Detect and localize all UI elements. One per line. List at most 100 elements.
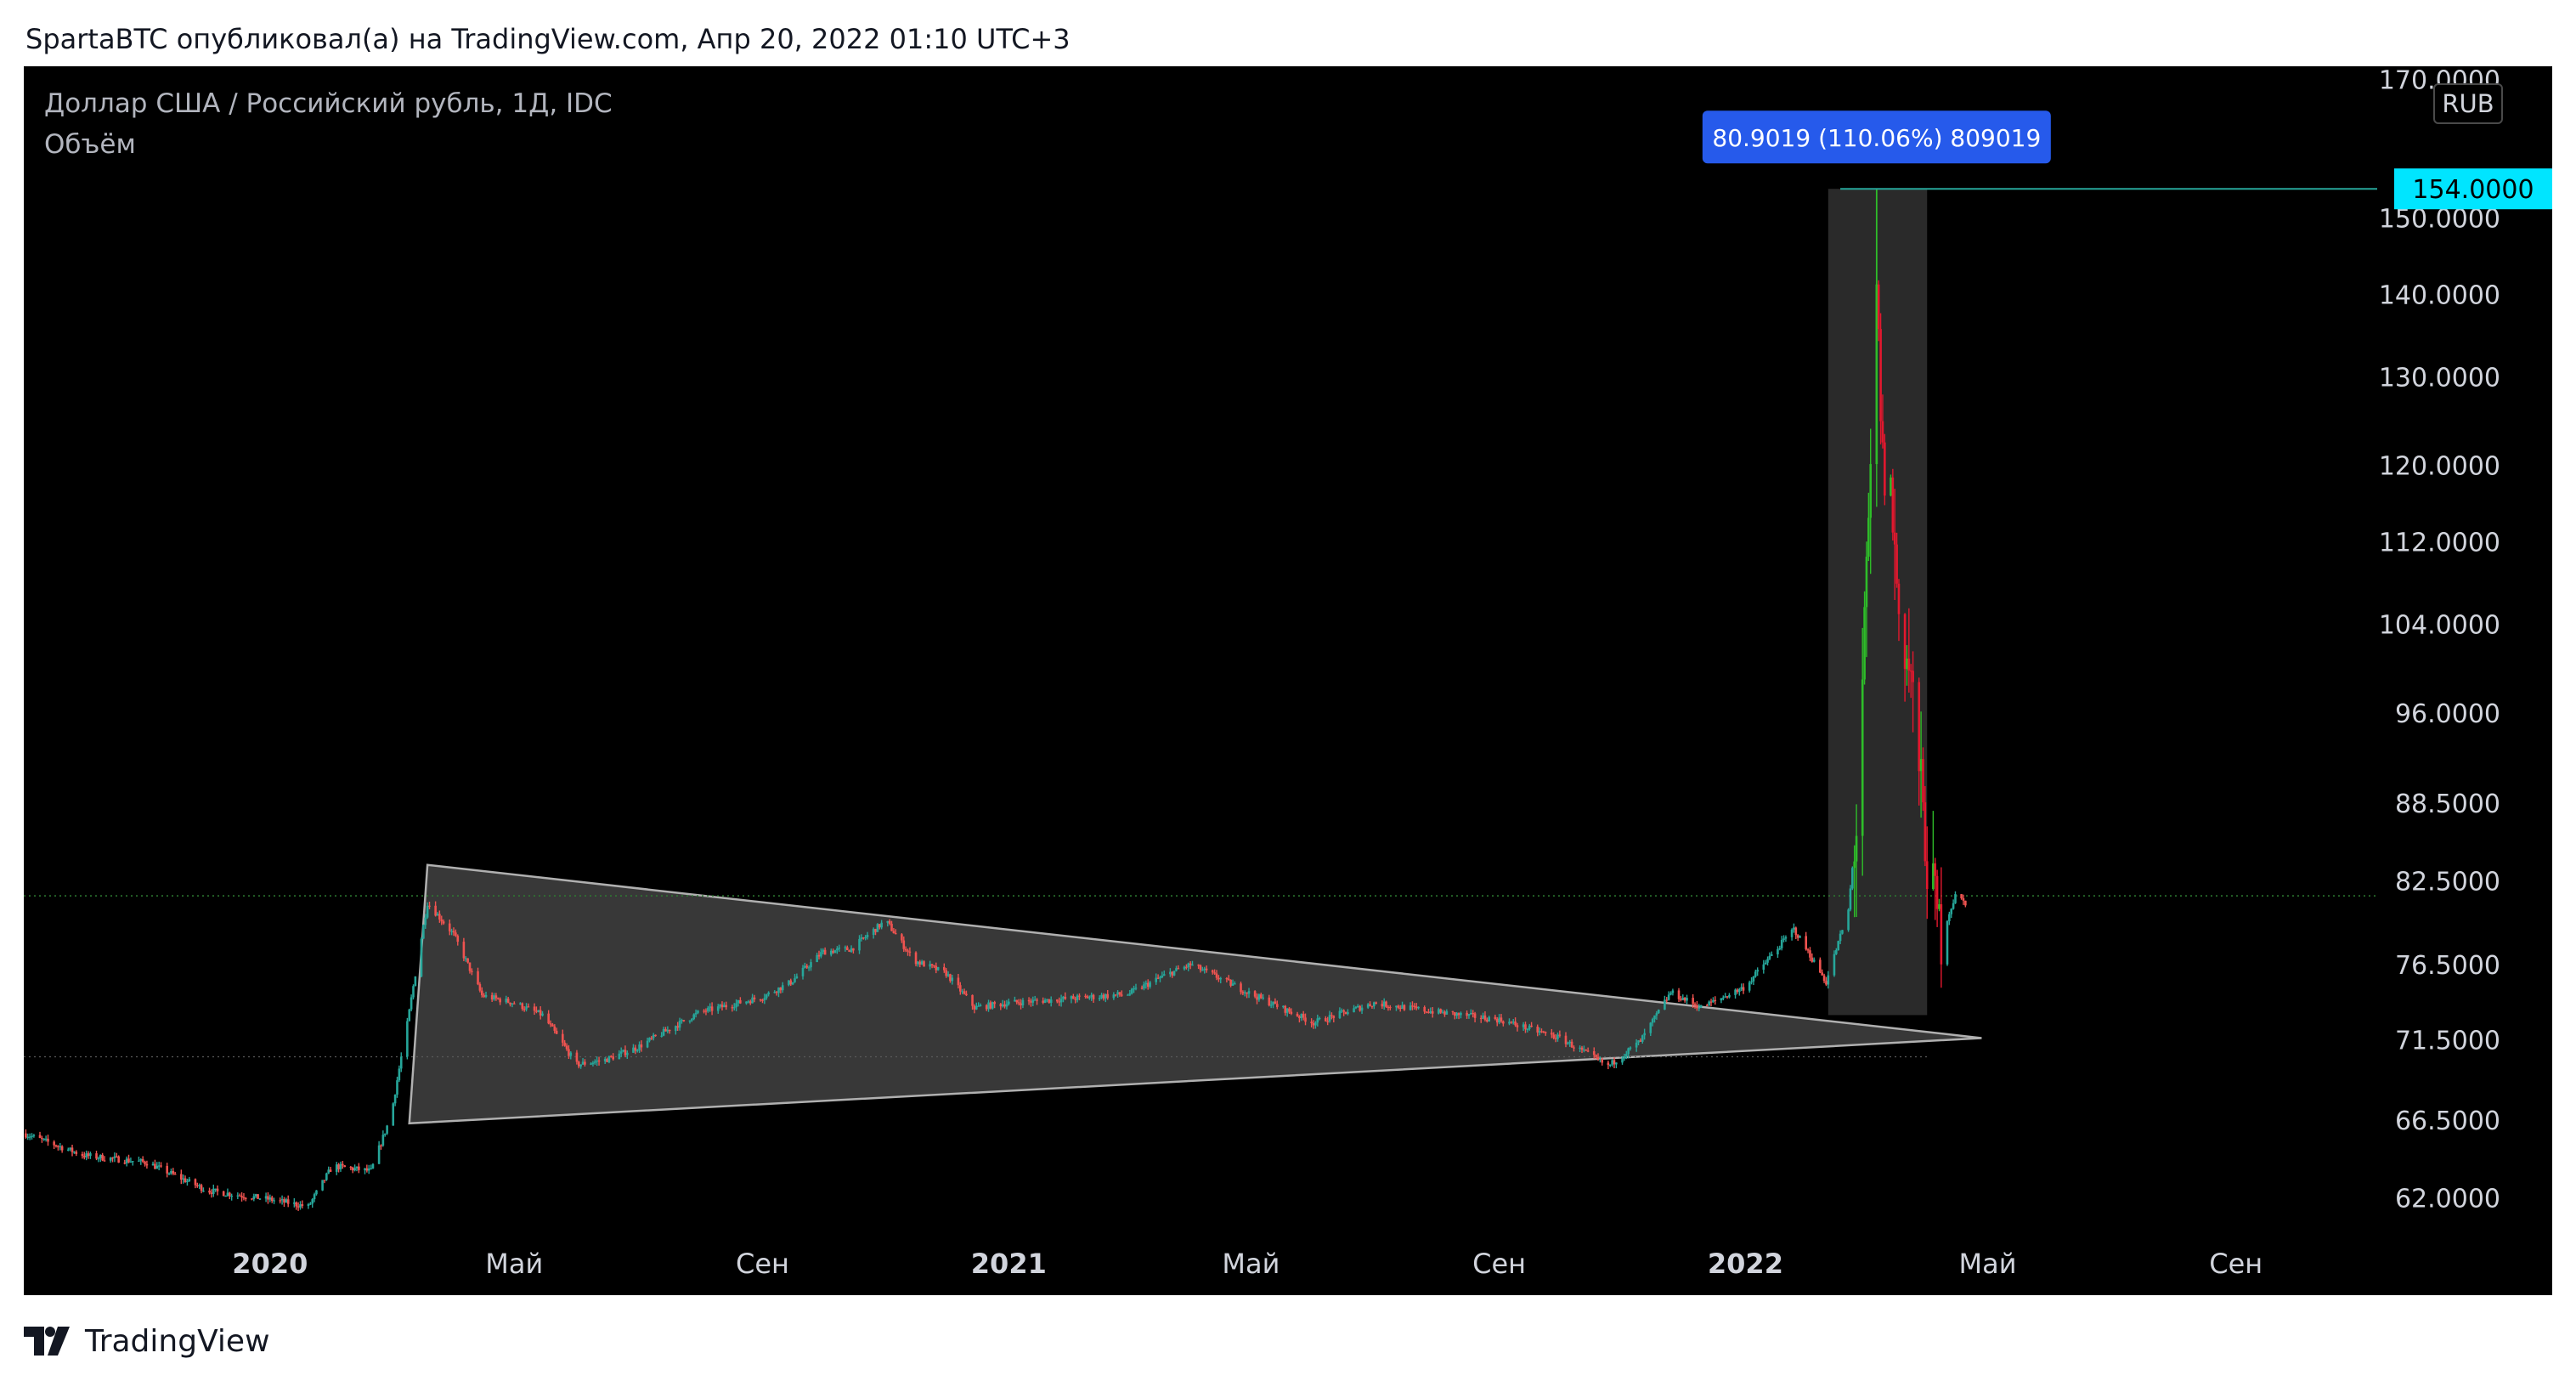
candle-body <box>874 929 877 932</box>
candle-body <box>371 1163 375 1169</box>
candle-body <box>1213 972 1216 974</box>
candle-body <box>719 1005 721 1007</box>
candle-body <box>315 1190 318 1195</box>
candle-body <box>456 936 460 942</box>
candle-body <box>1070 996 1073 999</box>
candle-body <box>1375 1002 1377 1005</box>
candle-body <box>410 997 413 1010</box>
candle-body <box>581 1061 585 1065</box>
candle-body <box>428 905 431 907</box>
candle-body <box>1657 1010 1660 1014</box>
candle-body <box>1736 989 1739 993</box>
candle-body <box>737 999 740 1004</box>
candle-body <box>654 1034 657 1036</box>
candle-body <box>563 1042 566 1046</box>
candle-body <box>1891 477 1895 533</box>
candle-body <box>555 1030 558 1034</box>
candle-body <box>325 1173 328 1180</box>
candle-body <box>1627 1048 1630 1055</box>
candle-body <box>1637 1040 1640 1043</box>
candle-body <box>87 1153 90 1157</box>
candle-body <box>1056 999 1059 1002</box>
candle-body <box>1058 1001 1061 1003</box>
candle-body <box>1466 1012 1468 1016</box>
candle-body <box>632 1047 635 1053</box>
candle-body <box>258 1198 262 1200</box>
candle-body <box>816 954 818 963</box>
candle-body <box>365 1168 369 1171</box>
candle-body <box>578 1061 580 1067</box>
candle-body <box>1427 1011 1430 1013</box>
candle-body <box>1429 1010 1432 1013</box>
candle-body <box>920 961 924 965</box>
candle-body <box>1185 966 1188 968</box>
candle-body <box>1861 679 1864 836</box>
candle-body <box>1347 1012 1349 1015</box>
candle-body <box>829 950 833 955</box>
candle-body <box>468 962 472 971</box>
price-marker-text: 154.0000 <box>2412 175 2534 205</box>
candle-body <box>1536 1027 1539 1033</box>
y-tick-label: 96.0000 <box>2395 699 2500 729</box>
candle-body <box>414 976 417 987</box>
brand-name: TradingView <box>85 1323 270 1359</box>
candle-body <box>1451 1010 1455 1013</box>
candle-body <box>958 985 962 992</box>
candle-body <box>1112 994 1116 999</box>
currency-button[interactable]: RUB <box>2433 83 2503 124</box>
candle-body <box>129 1161 133 1163</box>
candle-body <box>452 931 455 933</box>
candle-body <box>791 982 794 985</box>
candle-body <box>82 1156 86 1157</box>
candle-body <box>200 1185 203 1191</box>
price-chart[interactable]: 80.9019 (110.06%) 809019 170.0000150.000… <box>24 65 2552 1295</box>
candle-body <box>664 1028 667 1032</box>
candle-body <box>1417 1006 1420 1009</box>
candle-body <box>1366 1004 1370 1008</box>
candle-body <box>1092 994 1095 999</box>
candle-body <box>180 1174 183 1180</box>
candle-body <box>1608 1064 1612 1066</box>
candle-body <box>57 1146 59 1148</box>
candle-body <box>1161 975 1164 977</box>
candle-body <box>1494 1016 1497 1020</box>
candle-body <box>985 1005 988 1010</box>
candle-body <box>553 1026 556 1031</box>
candle-body <box>184 1178 187 1183</box>
candle-body <box>1819 959 1822 973</box>
candle-body <box>139 1158 143 1161</box>
candle-body <box>1752 976 1755 982</box>
candle-body <box>1940 904 1943 965</box>
candle-body <box>210 1192 213 1194</box>
candle-body <box>69 1147 71 1150</box>
candle-body <box>1114 994 1117 996</box>
candle-body <box>1762 964 1765 970</box>
candle-body <box>991 1002 994 1009</box>
candle-body <box>864 937 867 939</box>
candle-body <box>569 1052 573 1056</box>
candle-body <box>612 1056 614 1060</box>
candle-body <box>309 1203 312 1205</box>
candle-body <box>151 1163 155 1166</box>
candle-body <box>1508 1022 1511 1024</box>
candle-body <box>297 1206 300 1208</box>
candle-body <box>1354 1006 1358 1009</box>
candle-body <box>154 1163 156 1169</box>
candle-body <box>1935 875 1939 909</box>
candle-body <box>1643 1033 1646 1036</box>
candle-body <box>396 1080 398 1095</box>
candle-body <box>1234 983 1236 985</box>
candle-body <box>1641 1035 1644 1042</box>
candle-body <box>1651 1019 1654 1023</box>
candle-body <box>455 932 457 937</box>
candle-body <box>1387 1006 1390 1009</box>
candle-body <box>646 1040 649 1048</box>
candle-body <box>1897 583 1901 614</box>
candle-body <box>590 1063 592 1065</box>
candle-body <box>610 1056 613 1057</box>
candle-body <box>1086 996 1089 999</box>
candle-body <box>1495 1019 1499 1023</box>
candle-body <box>1272 1001 1274 1005</box>
chart-panel[interactable]: 80.9019 (110.06%) 809019 170.0000 150.000… <box>24 65 2552 1295</box>
candle-body <box>1290 1011 1293 1014</box>
